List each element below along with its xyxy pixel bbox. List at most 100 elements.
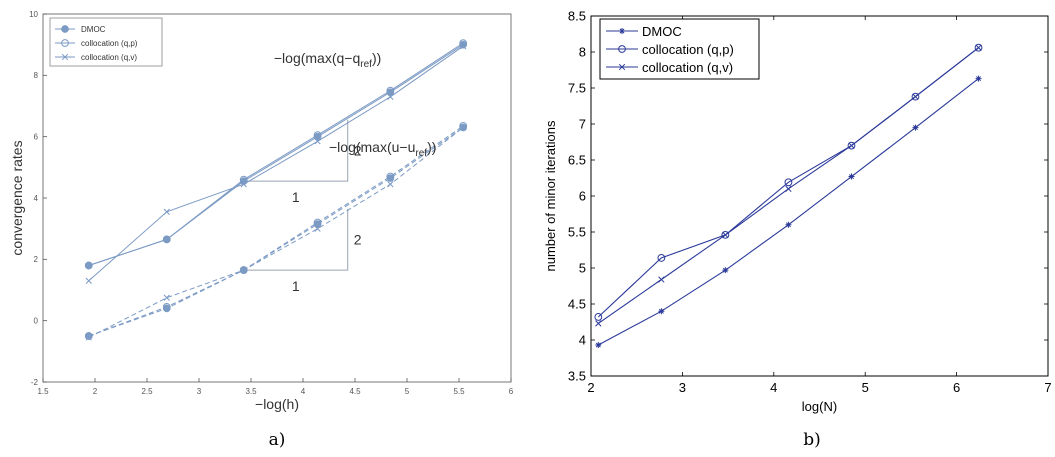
x-tick-label: 4 (770, 380, 777, 395)
data-point-marker (387, 181, 394, 188)
data-point-marker (847, 141, 856, 150)
data-point-marker (387, 93, 394, 100)
y-tick-label: 7 (579, 117, 586, 132)
y-tick-label: 7.5 (568, 81, 586, 96)
x-tick-label: 1.5 (37, 387, 49, 396)
annotation-main: −log(max(u−u (329, 139, 415, 155)
data-point-marker (721, 230, 730, 239)
data-point-marker (722, 231, 729, 239)
legend-entry-label: collocation (q,p) (81, 39, 138, 48)
annotation-subscript: ref (415, 148, 427, 159)
data-point-marker (594, 313, 603, 321)
panel-a-slope-triangles: 1 2 1 2 (243, 119, 362, 294)
y-tick-label: 3.5 (568, 369, 586, 384)
data-point-marker (386, 86, 395, 95)
legend-entry-label: DMOC (81, 25, 106, 34)
panel-b-legend: DMOC collocation (q,p) collocation (q,v) (599, 18, 760, 80)
data-point-marker (314, 225, 321, 232)
curve-annotation: −log(max(q−qref)) (274, 50, 381, 70)
data-point-marker (784, 178, 793, 187)
y-tick-label: 8.5 (568, 9, 586, 24)
x-tick-label: 3 (679, 380, 686, 395)
panel-b-ticks: 2 3 4 5 6 7 3.5 4 4.5 5 5.5 6 6.5 7 7.5 8 8.5 (568, 9, 1052, 395)
x-tick-label: 5 (405, 387, 410, 396)
series-line (88, 125, 464, 337)
y-tick-label: 8 (579, 45, 586, 60)
data-point-marker (595, 320, 602, 327)
slope-rise-label: 2 (354, 142, 362, 158)
data-point-marker (85, 277, 92, 284)
y-tick-label: 2 (34, 255, 39, 264)
data-point-marker (239, 175, 248, 184)
panel-a-series (84, 39, 468, 341)
data-point-marker (657, 254, 666, 262)
data-point-marker (658, 308, 665, 315)
data-point-marker (460, 43, 467, 50)
panel-a-annotations: −log(max(q−qref))−log(max(u−uref)) (274, 50, 437, 159)
slope-rise-label: 2 (354, 231, 362, 247)
data-point-marker (162, 302, 171, 311)
y-tick-label: 10 (29, 10, 38, 19)
y-tick-label: 4 (579, 333, 586, 348)
data-point-marker (459, 122, 468, 130)
legend-swatch-marker (619, 28, 625, 34)
x-tick-label: 2.5 (141, 387, 153, 396)
legend-swatch-marker (61, 25, 69, 33)
x-tick-label: 6 (509, 387, 514, 396)
data-point-marker (240, 181, 247, 188)
data-point-marker (975, 44, 982, 51)
panel-a-y-axis-label: convergence rates (9, 140, 25, 255)
data-point-marker (658, 276, 665, 283)
panel-a-legend: DMOC collocation (q,p) collocation (q,v) (49, 17, 163, 67)
x-tick-label: 3.5 (245, 387, 257, 396)
annotation-suffix: )) (372, 50, 381, 66)
panel-a-label: a) (269, 430, 286, 450)
data-point-marker (595, 342, 602, 349)
legend-entry-label: collocation (q,v) (642, 60, 733, 75)
data-point-marker (974, 43, 983, 52)
curve-annotation: −log(max(u−uref)) (329, 139, 436, 159)
panel-b-series (594, 43, 983, 349)
y-tick-label: 5 (579, 261, 586, 276)
legend-swatch-marker (618, 63, 626, 71)
series-line (88, 127, 464, 337)
legend-entry-label: collocation (q,v) (81, 53, 137, 62)
data-point-marker (848, 142, 855, 149)
data-point-marker (313, 218, 322, 227)
slope-run-label: 1 (292, 278, 300, 294)
legend-swatch-marker (61, 53, 69, 61)
data-point-marker (785, 185, 792, 192)
annotation-subscript: ref (360, 59, 372, 70)
x-tick-label: 7 (1044, 380, 1051, 395)
y-tick-label: 6 (579, 189, 586, 204)
data-point-marker (722, 267, 729, 274)
data-point-marker (912, 124, 919, 131)
y-tick-label: 4 (34, 194, 39, 203)
panel-b-x-axis-label: log(N) (802, 399, 837, 414)
legend-entry-label: collocation (q,p) (642, 42, 734, 57)
x-tick-label: 2 (587, 380, 594, 395)
data-point-marker (84, 261, 93, 270)
data-point-marker (313, 131, 322, 140)
annotation-main: −log(max(q−q (274, 50, 360, 66)
x-tick-label: 6 (953, 380, 960, 395)
legend-entry-label: DMOC (642, 24, 682, 39)
panel-b-label: b) (803, 430, 821, 450)
data-point-marker (162, 235, 171, 244)
data-point-marker (975, 75, 982, 82)
series-line (88, 127, 464, 338)
y-tick-label: 5.5 (568, 225, 586, 240)
x-tick-label: 4 (301, 387, 306, 396)
panel-a-x-axis-label: −log(h) (255, 396, 299, 412)
series-line (88, 45, 464, 282)
slope-run-label: 1 (292, 189, 300, 205)
series-line (597, 47, 979, 318)
series-line (598, 78, 979, 346)
legend-swatch-marker (618, 45, 626, 53)
data-point-marker (386, 172, 395, 181)
y-tick-label: 0 (34, 316, 39, 325)
panel-b: 2 3 4 5 6 7 3.5 4 4.5 5 5.5 6 6.5 7 7.5 8 8.5 DMOC colloc… (543, 9, 1052, 450)
y-tick-label: 6.5 (568, 153, 586, 168)
